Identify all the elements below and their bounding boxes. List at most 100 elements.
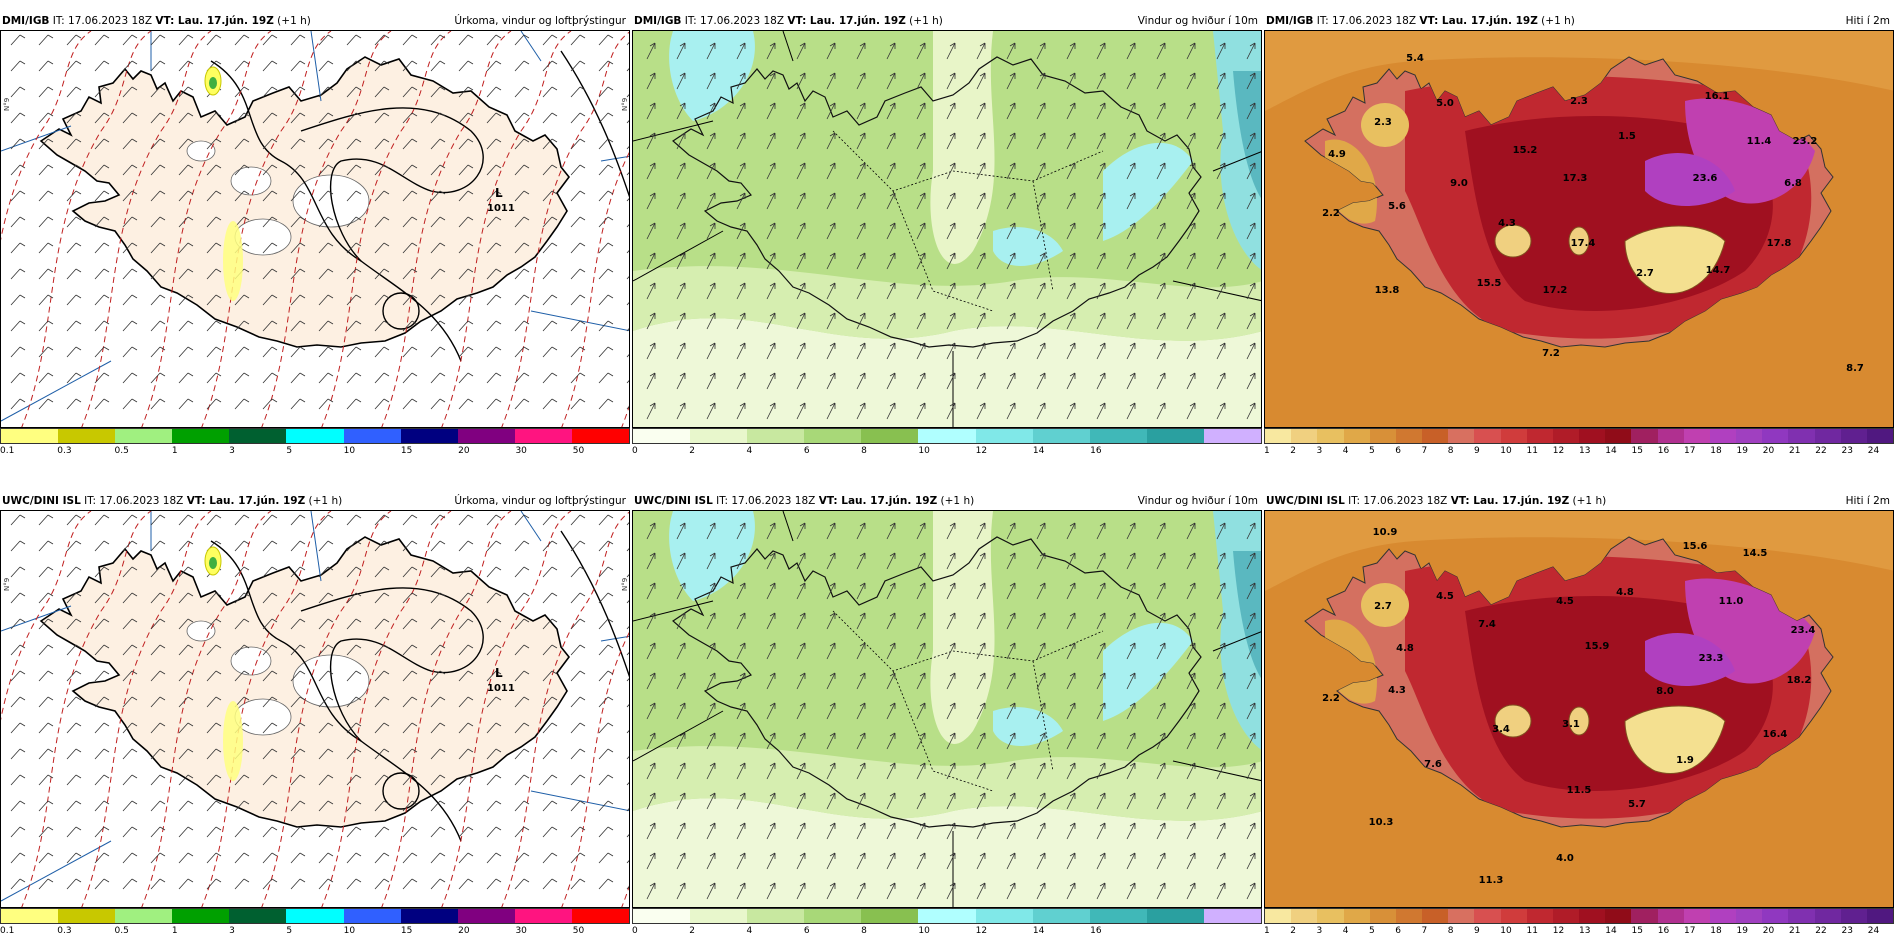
legend-ticks: 0.1 0.3 0.5 1 3 5 10 15 20 30 50 (0, 926, 630, 940)
map-title: Hiti í 2m (1845, 495, 1890, 507)
legend-tick-label: 14 (1032, 926, 1045, 936)
legend-tick-label: 0.1 (0, 446, 15, 456)
temperature-value: 6.8 (1784, 178, 1802, 189)
color-scale (632, 908, 1262, 924)
temperature-value: 9.0 (1450, 178, 1468, 189)
color-swatch (1657, 429, 1684, 443)
color-swatch (115, 429, 173, 443)
legend-tick-label: 0.3 (57, 446, 72, 456)
color-swatch (1579, 909, 1606, 923)
legend-tick-label: 8 (1447, 446, 1454, 456)
pressure-value: 1011 (487, 683, 515, 694)
run-info: UWC/DINI ISL IT: 17.06.2023 18Z VT: Lau.… (1266, 492, 1606, 510)
wind-barbs (10, 34, 629, 410)
legend-ticks: 1 2 3 4 5 6 7 8 9 10 11 12 13 14 15 16 17 18 19 20 21 22 23 24 (1264, 926, 1894, 940)
map-title: Vindur og hviður í 10m (1137, 15, 1258, 27)
temperature-value: 5.7 (1628, 799, 1646, 810)
color-swatch (1762, 909, 1789, 923)
map-panel-p11: DMI/IGB IT: 17.06.2023 18Z VT: Lau. 17.j… (0, 12, 630, 467)
color-swatch (1203, 429, 1262, 443)
color-swatch (975, 429, 1033, 443)
color-swatch (1814, 909, 1841, 923)
legend-tick-label: 20 (1762, 926, 1775, 936)
legend-tick-label: 14 (1605, 446, 1617, 456)
panel-header: DMI/IGB IT: 17.06.2023 18Z VT: Lau. 17.j… (1264, 12, 1894, 30)
temperature-value: 4.0 (1556, 853, 1574, 864)
legend-tick-label: 23 (1841, 446, 1853, 456)
color-swatch (172, 429, 230, 443)
legend-tick-label: 1 (1264, 446, 1270, 456)
lat-lon-grid (1, 31, 629, 422)
run-info: DMI/IGB IT: 17.06.2023 18Z VT: Lau. 17.j… (1266, 12, 1575, 30)
color-legend: 1 2 3 4 5 6 7 8 9 10 11 12 13 14 15 16 17 18 19 20 21 22 23 24 (1264, 428, 1894, 462)
lat-lon-grid (1, 511, 629, 902)
color-swatch (1866, 429, 1894, 443)
color-swatch (1814, 429, 1841, 443)
legend-tick-label: 20 (458, 446, 470, 456)
temperature-value: 2.7 (1374, 601, 1392, 612)
temperature-value: 23.6 (1693, 173, 1718, 184)
color-swatch (1317, 429, 1344, 443)
map-view[interactable]: L 1011 N°9 N°9 (0, 30, 630, 428)
legend-tick-label: 0.3 (57, 926, 72, 936)
color-swatch (1032, 909, 1090, 923)
temperature-value: 7.4 (1478, 619, 1496, 630)
color-swatch (690, 909, 748, 923)
temperature-value: 17.8 (1767, 238, 1792, 249)
legend-tick-label: 15 (1631, 926, 1643, 936)
legend-tick-label: 16 (1657, 446, 1670, 456)
legend-tick-label: 5 (286, 446, 293, 456)
legend-tick-label: 50 (572, 446, 585, 456)
color-swatch (1657, 909, 1684, 923)
map-panel-p22: UWC/DINI ISL IT: 17.06.2023 18Z VT: Lau.… (632, 492, 1262, 947)
legend-ticks: 0.1 0.3 0.5 1 3 5 10 15 20 30 50 (0, 446, 630, 460)
map-view[interactable] (632, 30, 1262, 428)
legend-tick-label: 19 (1736, 446, 1748, 456)
legend-tick-label: 8 (861, 926, 867, 936)
temperature-value: 4.3 (1388, 685, 1406, 696)
map-view[interactable]: 10.9 14.5 15.6 2.7 4.5 4.8 7.4 4.5 4.8 11.0 23.4 15… (1264, 510, 1894, 908)
color-swatch (343, 909, 401, 923)
temperature-value: 23.4 (1791, 625, 1816, 636)
color-swatch (1474, 909, 1501, 923)
legend-tick-label: 16 (1090, 446, 1102, 456)
map-view[interactable] (632, 510, 1262, 908)
legend-tick-label: 24 (1867, 446, 1880, 456)
valid-time: VT: Lau. 17.jún. 19Z (1419, 15, 1538, 27)
legend-tick-label: 24 (1867, 926, 1880, 936)
legend-tick-label: 9 (1474, 926, 1480, 936)
legend-ticks: 1 2 3 4 5 6 7 8 9 10 11 12 13 14 15 16 17 18 19 20 21 22 23 24 (1264, 446, 1894, 460)
legend-tick-label: 12 (1552, 446, 1565, 456)
color-swatch (229, 909, 287, 923)
map-view[interactable]: L 1011 N°9 N°9 (0, 510, 630, 908)
temperature-value: 7.6 (1424, 759, 1442, 770)
color-legend: 0.1 0.3 0.5 1 3 5 10 15 20 30 50 (0, 908, 630, 942)
panel-header: DMI/IGB IT: 17.06.2023 18Z VT: Lau. 17.j… (0, 12, 630, 30)
color-swatch (1500, 909, 1527, 923)
color-scale (1264, 908, 1894, 924)
map-title: Hiti í 2m (1845, 15, 1890, 27)
color-swatch (1343, 909, 1370, 923)
legend-tick-label: 15 (400, 446, 413, 456)
precipitation-areas (204, 66, 243, 301)
color-swatch (1526, 429, 1553, 443)
model-source: DMI/IGB (2, 15, 50, 27)
temperature-value: 2.7 (1636, 268, 1654, 279)
color-swatch (1422, 909, 1449, 923)
color-swatch (1089, 909, 1147, 923)
legend-tick-label: 10 (1500, 926, 1512, 936)
margin-label: N°9 (621, 578, 629, 591)
run-info: UWC/DINI ISL IT: 17.06.2023 18Z VT: Lau.… (634, 492, 974, 510)
panel-header: UWC/DINI ISL IT: 17.06.2023 18Z VT: Lau.… (1264, 492, 1894, 510)
temperature-value: 17.2 (1543, 285, 1568, 296)
legend-tick-label: 10 (1500, 446, 1512, 456)
legend-tick-label: 8 (1447, 926, 1454, 936)
color-swatch (1, 429, 59, 443)
map-view[interactable]: 5.4 2.3 5.0 4.9 2.2 5.6 9.0 4.3 15.2 2.3 17.3 1.5 16… (1264, 30, 1894, 428)
model-source: UWC/DINI ISL (634, 495, 713, 507)
lead-time: (+1 h) (273, 15, 311, 27)
temperature-value: 15.2 (1513, 145, 1538, 156)
lead-time: (+1 h) (305, 495, 343, 507)
legend-tick-label: 15 (400, 926, 413, 936)
legend-tick-label: 11 (1526, 446, 1538, 456)
